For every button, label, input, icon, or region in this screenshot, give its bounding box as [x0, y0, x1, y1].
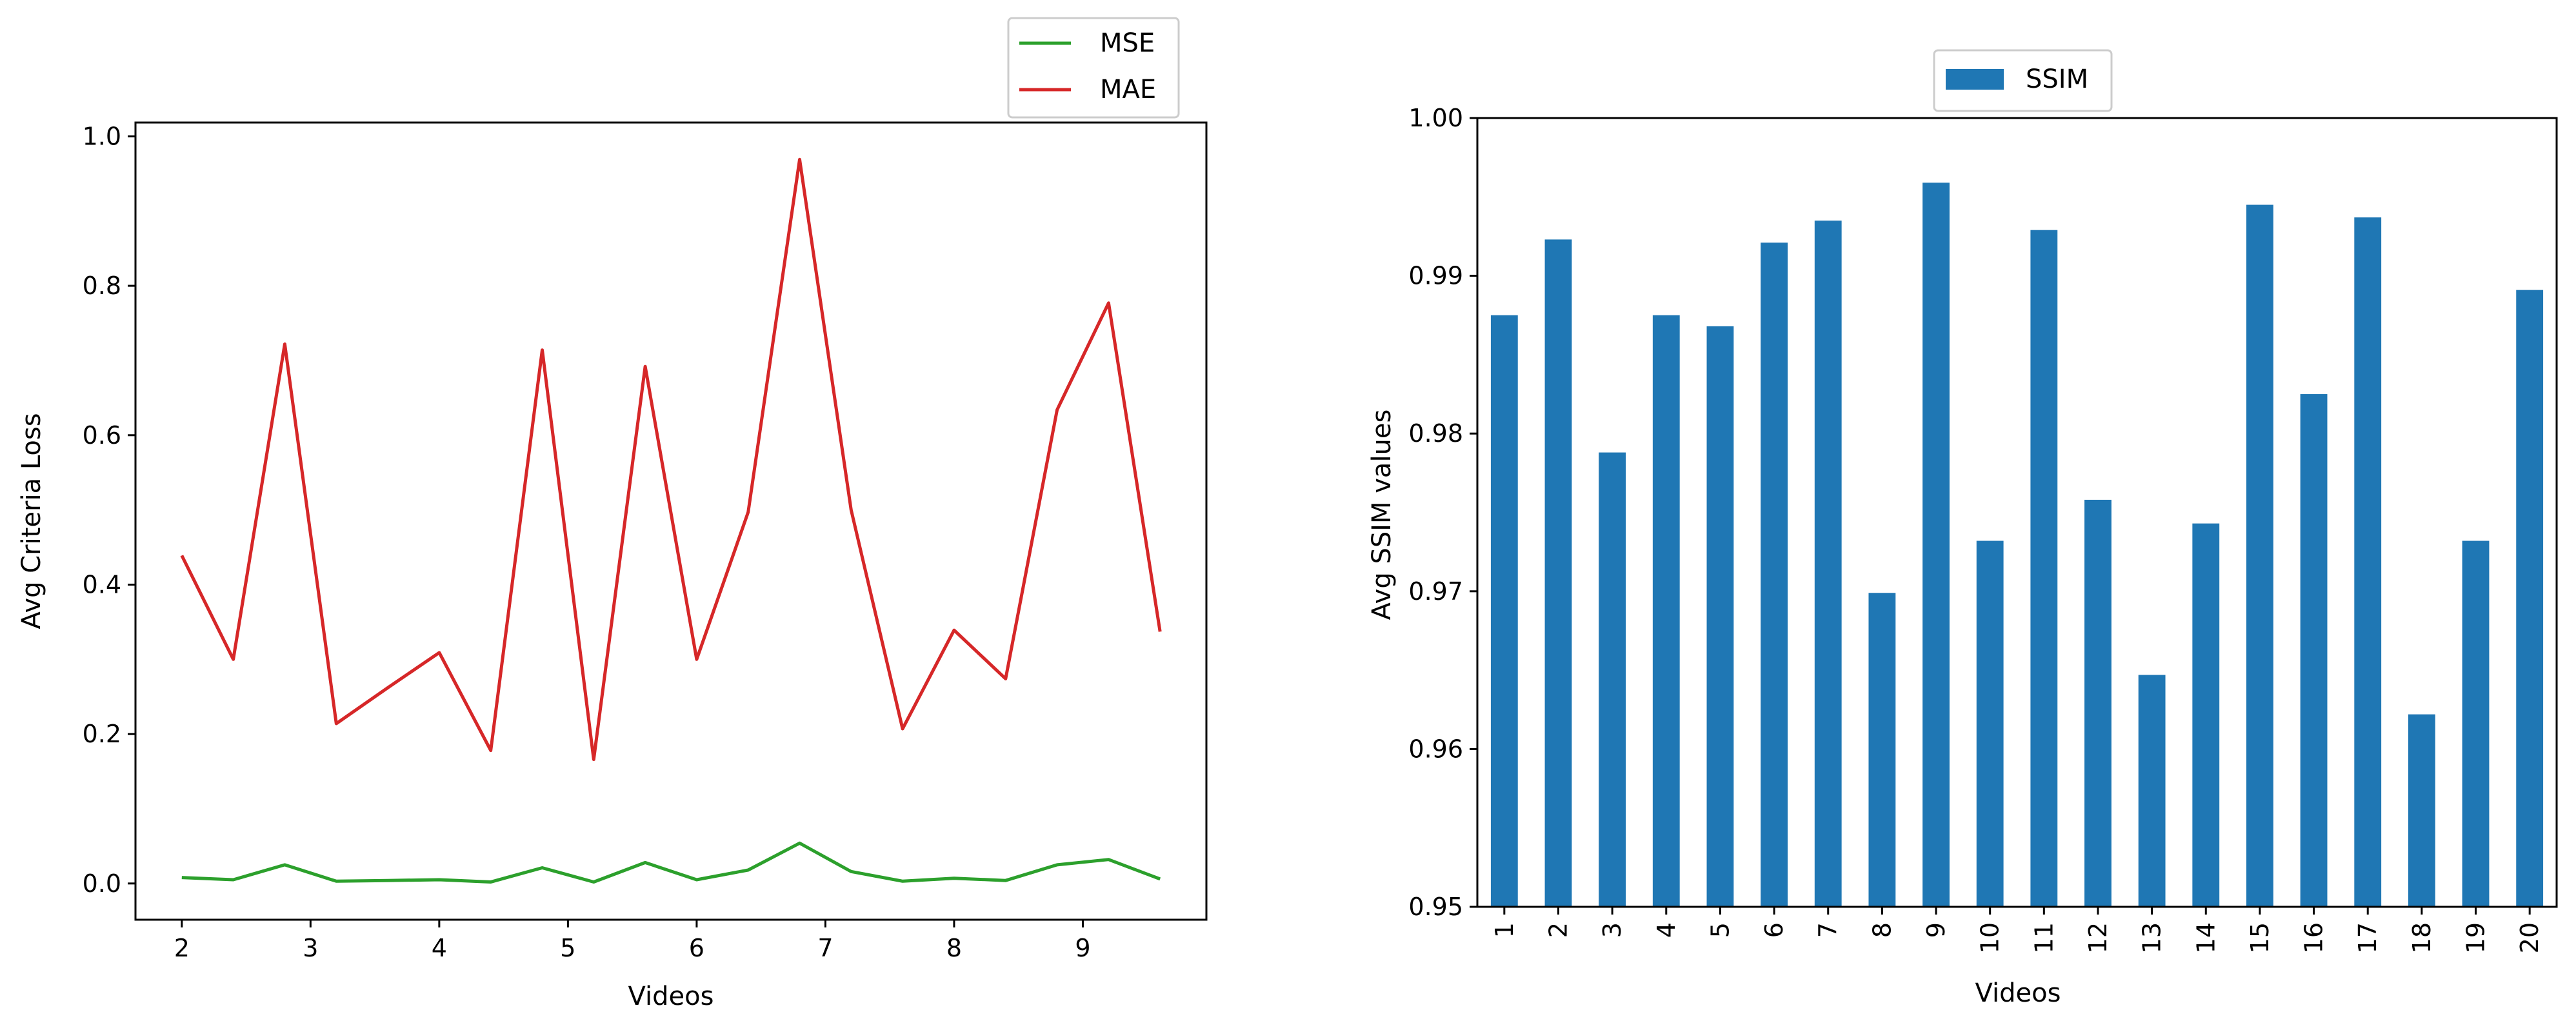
line-chart: 2 3 4 5 6 7 8 9 0.0 0.2 0.4 0.6 0.8 1.0 Videos Avg C… [17, 17, 1208, 1011]
line-chart-axes-frame [134, 121, 1208, 921]
y-tick-label: 1.00 [1408, 104, 1463, 132]
line-chart-x-axis-label: Videos [628, 982, 714, 1011]
legend-mse-label: MSE [1100, 28, 1155, 58]
ssim-bar [2030, 230, 2058, 907]
ssim-bar [1761, 243, 1788, 907]
ssim-bar [1814, 220, 1842, 907]
x-tick-label: 14 [2192, 922, 2220, 953]
y-tick-label: 0.98 [1408, 419, 1463, 448]
ssim-bar [2462, 540, 2490, 907]
x-tick-label: 19 [2462, 922, 2490, 953]
bar-chart-axes-frame [1476, 117, 2558, 908]
ssim-bar [1868, 593, 1896, 907]
y-tick-label: 0.6 [83, 421, 121, 450]
x-tick-label: 4 [432, 934, 447, 962]
x-tick-label: 16 [2300, 922, 2328, 953]
x-tick-label: 11 [2030, 922, 2058, 953]
ssim-bar [2300, 394, 2328, 907]
x-tick-label: 4 [1652, 922, 1681, 938]
line-chart-legend: MSE MAE [1007, 17, 1180, 119]
ssim-bar [1544, 239, 1572, 907]
bar-chart: 1 2 3 4 5 6 7 8 9 10 11 12 13 14 15 16 17 18 19 20 0.950.96… [1367, 49, 2558, 1008]
ssim-bar [1922, 183, 1950, 907]
ssim-bar [1706, 326, 1734, 907]
x-tick-label: 7 [817, 934, 833, 962]
x-tick-label: 7 [1814, 922, 1842, 938]
ssim-bar [1976, 540, 2004, 907]
y-tick-label: 0.0 [83, 869, 121, 898]
y-tick-label: 0.97 [1408, 577, 1463, 606]
bar-chart-y-axis-label: Avg SSIM values [1367, 410, 1397, 620]
x-tick-label: 13 [2138, 922, 2166, 953]
x-tick-label: 5 [560, 934, 575, 962]
x-tick-label: 9 [1075, 934, 1090, 962]
x-tick-label: 6 [689, 934, 704, 962]
line-chart-y-axis-label: Avg Criteria Loss [17, 413, 46, 629]
bar-chart-x-axis-label: Videos [1975, 978, 2061, 1008]
y-tick-label: 0.95 [1408, 893, 1463, 921]
legend-ssim-label: SSIM [2026, 64, 2088, 94]
ssim-bar [2516, 290, 2544, 907]
x-tick-label: 2 [1544, 922, 1572, 938]
y-tick-label: 0.8 [83, 272, 121, 300]
x-tick-label: 1 [1490, 922, 1519, 938]
ssim-bar [1490, 315, 1518, 907]
x-tick-label: 12 [2084, 922, 2112, 953]
ssim-bar [2354, 217, 2382, 907]
x-tick-label: 8 [1868, 922, 1896, 938]
x-tick-label: 3 [303, 934, 318, 962]
ssim-bar [2246, 204, 2273, 907]
x-tick-label: 15 [2246, 922, 2274, 953]
x-tick-label: 9 [1922, 922, 1950, 938]
x-tick-label: 18 [2408, 922, 2436, 953]
y-tick-label: 0.4 [83, 570, 121, 599]
x-tick-label: 8 [946, 934, 962, 962]
legend-ssim-swatch [1946, 69, 2004, 90]
x-tick-label: 5 [1706, 922, 1734, 938]
x-tick-label: 17 [2353, 922, 2382, 953]
ssim-bar [2192, 523, 2220, 907]
y-tick-label: 1.0 [83, 122, 121, 150]
series-line-mae [180, 157, 1162, 761]
x-tick-label: 10 [1976, 922, 2004, 953]
x-tick-label: 2 [174, 934, 190, 962]
legend-mae-label: MAE [1100, 75, 1156, 104]
ssim-bar [1599, 452, 1626, 907]
x-tick-label: 6 [1760, 922, 1788, 938]
ssim-bar [2084, 499, 2112, 907]
series-line-mse [181, 841, 1161, 884]
y-tick-label: 0.2 [83, 720, 121, 748]
ssim-bar [2408, 714, 2435, 907]
ssim-bar [1652, 315, 1680, 907]
x-tick-label: 3 [1598, 922, 1626, 938]
bar-chart-legend: SSIM [1933, 49, 2113, 112]
x-tick-label: 20 [2515, 922, 2544, 953]
y-tick-label: 0.99 [1408, 262, 1463, 290]
ssim-bar [2138, 675, 2166, 907]
y-tick-label: 0.96 [1408, 735, 1463, 763]
